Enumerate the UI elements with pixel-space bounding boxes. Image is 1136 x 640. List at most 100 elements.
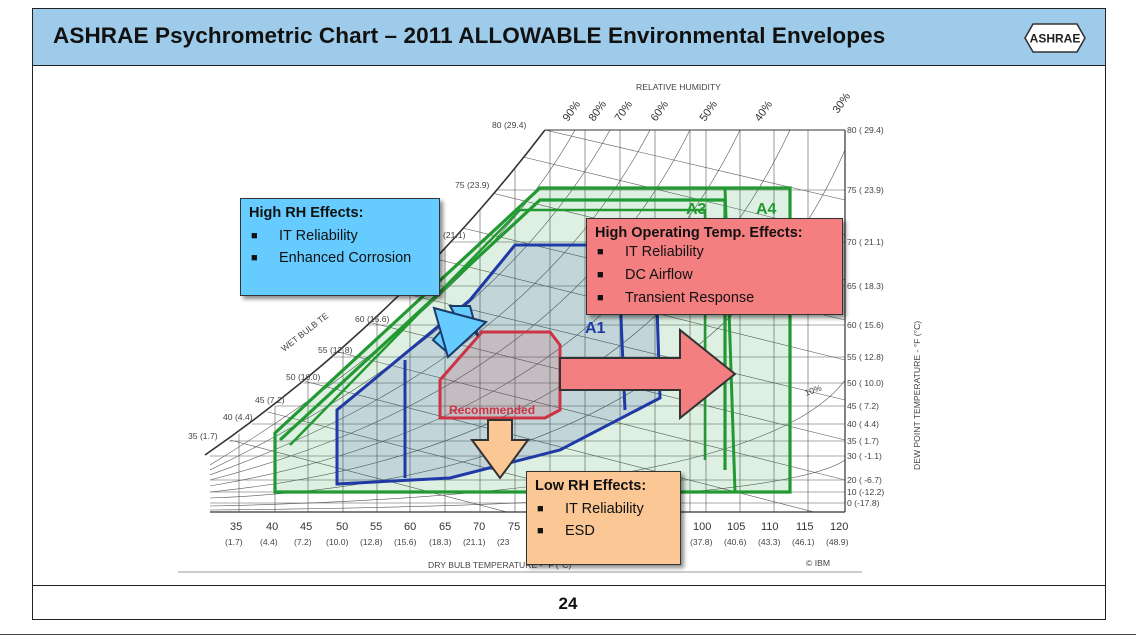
list-item: ■ Enhanced Corrosion — [251, 250, 412, 266]
high-rh-list: ■ IT Reliability ■ Enhanced Corrosion — [249, 225, 431, 269]
dry-bulb-tick-75: 75 — [508, 521, 520, 533]
dry-bulb-tick-c-120: (48.9) — [826, 537, 849, 547]
page-number: 24 — [558, 594, 578, 613]
slide-title: ASHRAE Psychrometric Chart – 2011 ALLOWA… — [53, 23, 886, 48]
dry-bulb-tick-45: 45 — [300, 521, 312, 533]
rh-label-70: 70% — [613, 99, 636, 124]
dew-point-tick-30: 30 ( -1.1) — [847, 451, 882, 461]
dry-bulb-tick-c-105: (40.6) — [724, 537, 747, 547]
dry-bulb-ticks: 35 40 45 50 55 60 65 70 75 100 105 110 1… — [225, 521, 849, 547]
dry-bulb-tick-40: 40 — [266, 521, 278, 533]
dry-bulb-tick-100: 100 — [693, 521, 711, 533]
wet-bulb-tick-70: (21.1) — [443, 230, 466, 240]
high-temp-title: High Operating Temp. Effects: — [595, 225, 803, 241]
high-rh-title: High RH Effects: — [249, 205, 364, 221]
high-rh-arrow-head — [432, 306, 489, 359]
wet-bulb-tick-40: 40 (4.4) — [223, 412, 253, 422]
bottom-rule — [0, 634, 1136, 635]
dry-bulb-tick-c-50: (10.0) — [326, 537, 349, 547]
rh-labels: 90% 80% 70% 60% 50% 40% 30% — [561, 91, 854, 124]
dry-bulb-tick-c-60: (15.6) — [394, 537, 417, 547]
svg-text:ASHRAE: ASHRAE — [1030, 32, 1081, 46]
footer-divider — [32, 585, 1106, 586]
dry-bulb-tick-70: 70 — [473, 521, 485, 533]
dry-bulb-tick-c-45: (7.2) — [294, 537, 312, 547]
wet-bulb-tick-35: 35 (1.7) — [188, 431, 218, 441]
wet-bulb-tick-50: 50 (10.0) — [286, 372, 321, 382]
a3-label: A3 — [686, 201, 707, 218]
rh-label-50: 50% — [698, 99, 721, 124]
high-temp-arrow — [559, 327, 737, 421]
dry-bulb-tick-c-100: (37.8) — [690, 537, 713, 547]
dew-point-tick-80: 80 ( 29.4) — [847, 125, 884, 135]
dew-point-tick-45: 45 ( 7.2) — [847, 401, 879, 411]
dry-bulb-tick-c-55: (12.8) — [360, 537, 383, 547]
wet-bulb-tick-60: 60 (15.6) — [355, 314, 390, 324]
ashrae-logo: ASHRAE — [1024, 23, 1086, 53]
high-temp-list: ■ IT Reliability ■ DC Airflow ■ Transient R… — [595, 241, 834, 310]
dry-bulb-tick-50: 50 — [336, 521, 348, 533]
wet-bulb-tick-45: 45 (7.2) — [255, 395, 285, 405]
wet-bulb-tick-55: 55 (12.8) — [318, 345, 353, 355]
dry-bulb-tick-35: 35 — [230, 521, 242, 533]
dew-point-ticks: 80 ( 29.4) 75 ( 23.9) 70 ( 21.1) 65 ( 18… — [847, 125, 884, 508]
rh-label-80: 80% — [587, 99, 610, 124]
dry-bulb-tick-65: 65 — [439, 521, 451, 533]
dry-bulb-tick-55: 55 — [370, 521, 382, 533]
dew-point-tick-40: 40 ( 4.4) — [847, 419, 879, 429]
dew-point-tick-35: 35 ( 1.7) — [847, 436, 879, 446]
dew-point-tick-70: 70 ( 21.1) — [847, 237, 884, 247]
dry-bulb-tick-c-75: (23 — [497, 537, 510, 547]
rh-label-60: 60% — [649, 99, 672, 124]
dew-point-tick-55: 55 ( 12.8) — [847, 352, 884, 362]
low-rh-list: ■ IT Reliability ■ ESD — [535, 498, 672, 542]
recommended-label: Recommended — [449, 403, 535, 417]
dry-bulb-tick-c-40: (4.4) — [260, 537, 278, 547]
wet-bulb-tick-80: 80 (29.4) — [492, 120, 527, 130]
dew-point-tick-10: 10 (-12.2) — [847, 487, 884, 497]
low-rh-callout: Low RH Effects: ■ IT Reliability ■ ESD — [526, 471, 681, 565]
rh-label-40: 40% — [753, 99, 776, 124]
list-item: ■ IT Reliability — [597, 244, 704, 260]
dry-bulb-tick-115: 115 — [796, 521, 814, 533]
dry-bulb-tick-c-110: (43.3) — [758, 537, 781, 547]
dry-bulb-tick-105: 105 — [727, 521, 745, 533]
dew-point-tick-20: 20 ( -6.7) — [847, 475, 882, 485]
a4-label: A4 — [756, 201, 777, 218]
a1-label: A1 — [585, 320, 606, 337]
high-rh-callout: High RH Effects: ■ IT Reliability ■ Enhanc… — [240, 198, 440, 296]
dry-bulb-tick-c-65: (18.3) — [429, 537, 452, 547]
rh-label-90: 90% — [561, 99, 584, 124]
rh-low-label: 10% — [803, 382, 823, 397]
copyright: © IBM — [806, 558, 830, 568]
list-item: ■ IT Reliability — [537, 501, 644, 517]
dew-point-tick-75: 75 ( 23.9) — [847, 185, 884, 195]
dry-bulb-tick-c-115: (46.1) — [792, 537, 815, 547]
dew-point-tick-0: 0 (-17.8) — [847, 498, 880, 508]
list-item: ■ Transient Response — [597, 290, 755, 306]
low-rh-title: Low RH Effects: — [535, 478, 647, 494]
dew-point-tick-60: 60 ( 15.6) — [847, 320, 884, 330]
rh-label-30: 30% — [831, 91, 854, 116]
a2-envelope — [289, 208, 707, 460]
dry-bulb-axis-label: DRY BULB TEMPERATURE - °F (°C) — [428, 560, 571, 570]
dry-bulb-tick-c-35: (1.7) — [225, 537, 243, 547]
a3-envelope — [278, 198, 727, 470]
dry-bulb-tick-120: 120 — [830, 521, 848, 533]
list-item: ■ DC Airflow — [597, 267, 693, 283]
wet-bulb-tick-75: 75 (23.9) — [455, 180, 490, 190]
dew-point-tick-50: 50 ( 10.0) — [847, 378, 884, 388]
dew-point-tick-65: 65 ( 18.3) — [847, 281, 884, 291]
low-rh-arrow — [470, 419, 530, 480]
list-item: ■ ESD — [537, 523, 595, 539]
dew-point-axis-label: DEW POINT TEMPERATURE - °F (°C) — [912, 321, 922, 470]
title-bar: ASHRAE Psychrometric Chart – 2011 ALLOWA… — [32, 8, 1106, 66]
wet-bulb-ticks: 80 (29.4) 75 (23.9) (21.1) 60 (15.6) 55 … — [188, 120, 527, 441]
dry-bulb-tick-c-70: (21.1) — [463, 537, 486, 547]
relative-humidity-label: RELATIVE HUMIDITY — [636, 82, 721, 92]
dry-bulb-tick-110: 110 — [761, 521, 779, 533]
dry-bulb-tick-60: 60 — [404, 521, 416, 533]
list-item: ■ IT Reliability — [251, 228, 358, 244]
high-temp-callout: High Operating Temp. Effects: ■ IT Reliab… — [586, 218, 843, 315]
